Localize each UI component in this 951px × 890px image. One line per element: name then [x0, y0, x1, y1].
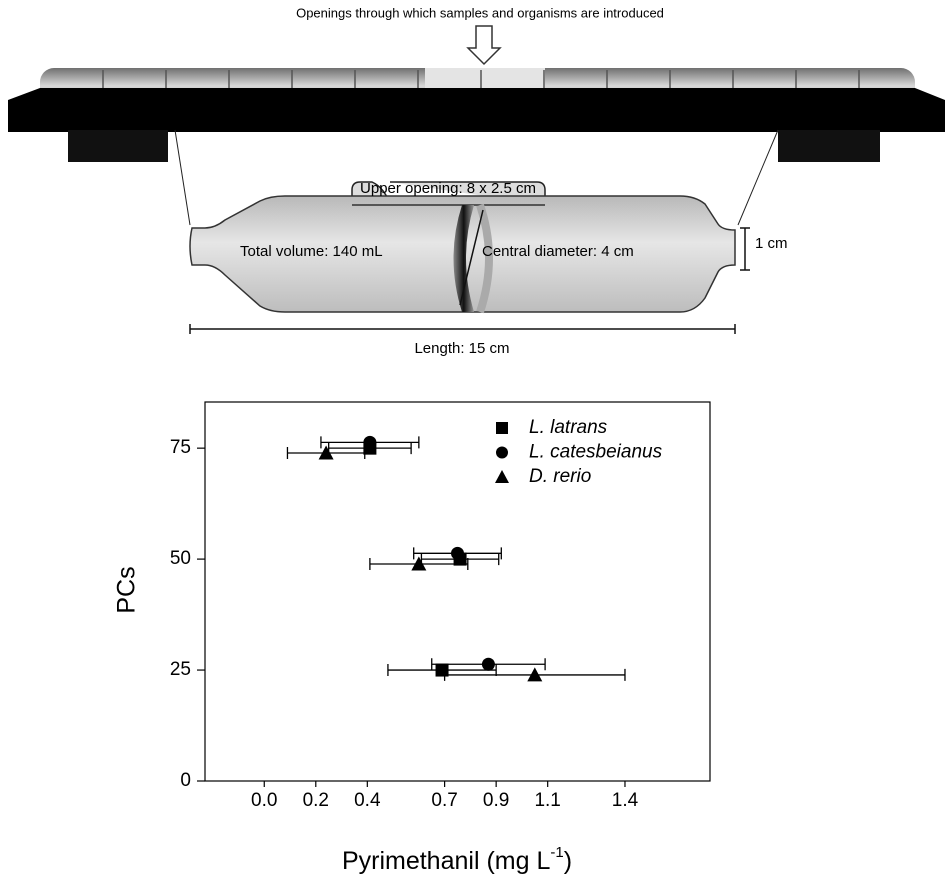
marker	[481, 657, 495, 671]
length-bar	[189, 324, 736, 334]
zoom-line	[174, 129, 191, 226]
tray-leg	[778, 130, 880, 162]
ring-back	[476, 203, 493, 314]
y-tick-label: 25	[170, 659, 191, 680]
ring	[453, 205, 474, 312]
legend-marker	[496, 422, 508, 434]
y-axis-label: PCs	[113, 566, 141, 613]
label: Length: 15 cm	[414, 340, 509, 357]
x-tick-label: 0.4	[354, 790, 381, 811]
legend-marker	[496, 446, 508, 459]
neck-bracket	[740, 227, 750, 271]
marker	[411, 556, 427, 571]
legend-marker	[495, 470, 509, 483]
x-label-text: Pyrimethanil (mg L	[342, 847, 550, 875]
arrow	[466, 25, 502, 66]
diagram-caption: Openings through which samples and organ…	[296, 5, 664, 20]
label: Total volume: 140 mL	[240, 243, 383, 260]
x-tick-label: 0.2	[303, 790, 329, 811]
x-label-sup: -1	[550, 844, 563, 861]
zoom-line	[737, 129, 779, 226]
x-tick-label: 0.0	[251, 790, 277, 811]
marker	[451, 546, 464, 560]
y-tick-label: 75	[170, 437, 191, 458]
marker	[363, 435, 377, 449]
plot-frame	[204, 401, 711, 782]
marker	[527, 667, 543, 682]
y-tick-label: 0	[180, 770, 191, 791]
label: Upper opening: 8 x 2.5 cm	[360, 180, 536, 197]
x-tick-label: 1.4	[612, 790, 639, 811]
x-axis-label: Pyrimethanil (mg L-1)	[342, 844, 572, 875]
x-label-text: )	[564, 847, 572, 875]
marker	[318, 445, 334, 460]
legend-label: D. rerio	[529, 466, 591, 487]
legend-label: L. latrans	[529, 417, 608, 438]
label: Central diameter: 4 cm	[482, 243, 634, 260]
marker	[435, 663, 449, 677]
label: 1 cm	[755, 235, 788, 252]
y-tick-label: 50	[170, 548, 191, 569]
tray-leg	[68, 130, 168, 162]
diameter-line	[459, 209, 484, 306]
x-tick-label: 0.7	[431, 790, 457, 811]
legend-label: L. catesbeianus	[529, 442, 663, 463]
tray-base	[8, 88, 945, 132]
x-tick-label: 0.9	[483, 790, 509, 811]
x-tick-label: 1.1	[534, 790, 560, 811]
